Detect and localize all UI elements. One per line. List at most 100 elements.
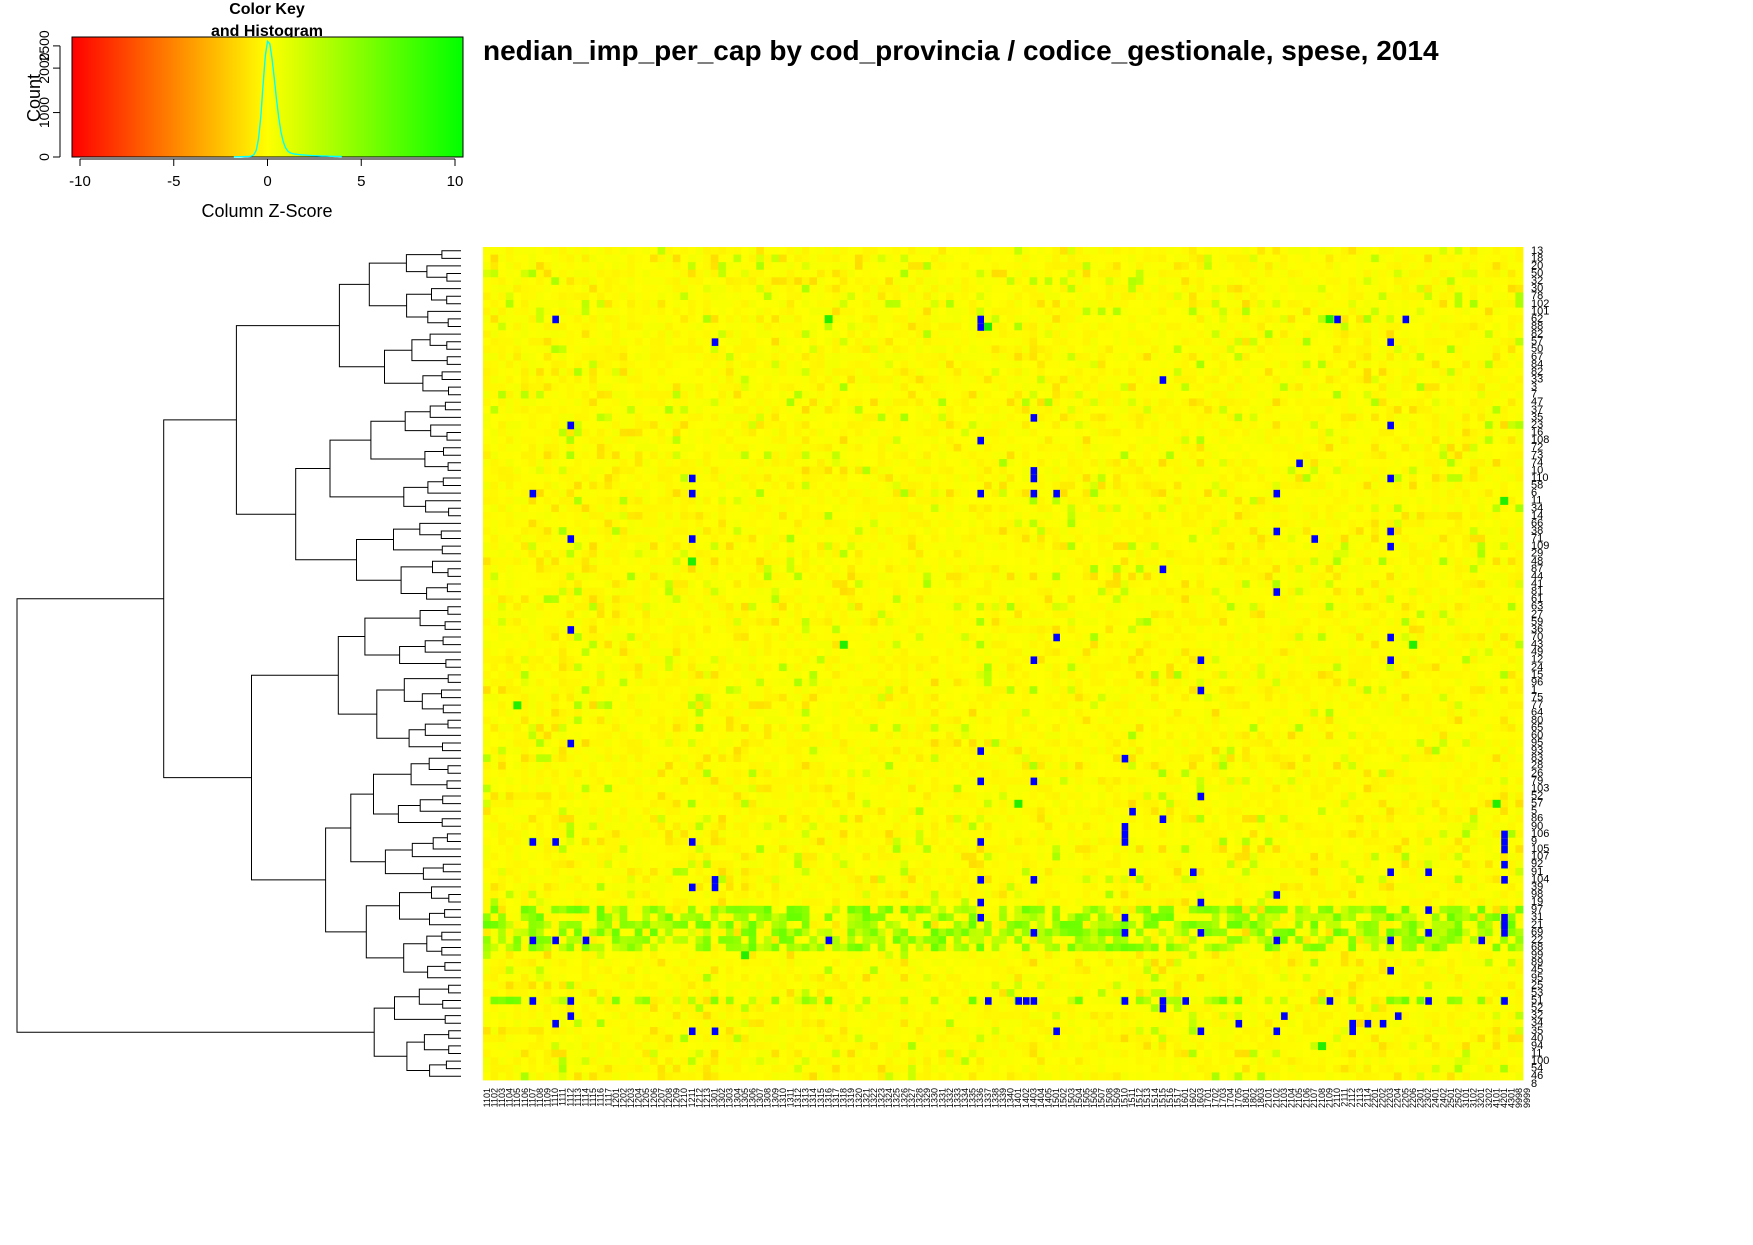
heatmap-cell (1402, 504, 1410, 512)
heatmap-cell (771, 383, 779, 391)
heatmap-cell (1280, 504, 1288, 512)
heatmap-cell (976, 482, 984, 490)
heatmap-cell (901, 467, 909, 475)
heatmap-cell (506, 308, 514, 316)
heatmap-cell (976, 474, 984, 482)
heatmap-cell (1030, 247, 1038, 255)
heatmap-cell (802, 315, 810, 323)
heatmap-cell (1105, 262, 1113, 270)
heatmap-cell (1068, 353, 1076, 361)
heatmap-cell (749, 345, 757, 353)
heatmap-cell (1485, 467, 1493, 475)
heatmap-cell (1477, 489, 1485, 497)
heatmap-cell (1272, 300, 1280, 308)
heatmap-cell (938, 262, 946, 270)
heatmap-cell (1075, 482, 1083, 490)
heatmap-cell (718, 436, 726, 444)
heatmap-cell (1007, 459, 1015, 467)
heatmap-cell (1379, 436, 1387, 444)
heatmap-cell (491, 315, 499, 323)
heatmap-cell (863, 308, 871, 316)
heatmap-cell (794, 504, 802, 512)
heatmap-cell (1136, 444, 1144, 452)
heatmap-cell (870, 292, 878, 300)
heatmap-cell (976, 421, 984, 429)
heatmap-cell (992, 459, 1000, 467)
heatmap-cell (893, 315, 901, 323)
heatmap-cell (1462, 391, 1470, 399)
heatmap-cell (1159, 338, 1167, 346)
heatmap-cell (908, 255, 916, 263)
heatmap-cell (650, 308, 658, 316)
heatmap-cell (491, 398, 499, 406)
heatmap-cell (1500, 300, 1508, 308)
heatmap-cell (1181, 277, 1189, 285)
heatmap-cell (1212, 421, 1220, 429)
heatmap-cell (840, 451, 848, 459)
heatmap-cell (1219, 436, 1227, 444)
heatmap-cell (551, 474, 559, 482)
heatmap-cell (954, 451, 962, 459)
heatmap-cell (771, 323, 779, 331)
heatmap-cell (1386, 451, 1394, 459)
heatmap-cell (855, 255, 863, 263)
heatmap-cell (1174, 444, 1182, 452)
heatmap-cell (916, 421, 924, 429)
heatmap-cell (878, 353, 886, 361)
heatmap-cell (1515, 330, 1523, 338)
heatmap-cell (1212, 368, 1220, 376)
heatmap-cell (1136, 512, 1144, 520)
heatmap-cell (688, 383, 696, 391)
heatmap-cell (1166, 262, 1174, 270)
heatmap-cell (1462, 345, 1470, 353)
heatmap-cell (1151, 512, 1159, 520)
heatmap-cell (1493, 474, 1501, 482)
heatmap-cell (665, 323, 673, 331)
heatmap-cell (1333, 247, 1341, 255)
heatmap-cell (1227, 262, 1235, 270)
heatmap-cell (847, 300, 855, 308)
heatmap-cell (1508, 330, 1516, 338)
heatmap-cell (961, 368, 969, 376)
heatmap-cell (627, 421, 635, 429)
heatmap-cell (1432, 300, 1440, 308)
heatmap-cell (1030, 353, 1038, 361)
heatmap-cell (1402, 436, 1410, 444)
heatmap-cell (1045, 262, 1053, 270)
heatmap-cell (901, 368, 909, 376)
heatmap-cell (999, 429, 1007, 437)
heatmap-cell (1333, 368, 1341, 376)
heatmap-cell (878, 474, 886, 482)
heatmap-cell (787, 376, 795, 384)
heatmap-cell (878, 391, 886, 399)
heatmap-cell (521, 353, 529, 361)
heatmap-cell (483, 391, 491, 399)
heatmap-cell (1470, 315, 1478, 323)
heatmap-cell (1257, 504, 1265, 512)
heatmap-cell (817, 489, 825, 497)
heatmap-cell (1121, 436, 1129, 444)
heatmap-cell (1440, 368, 1448, 376)
heatmap-cell (551, 255, 559, 263)
heatmap-cell (1371, 262, 1379, 270)
heatmap-cell (1500, 308, 1508, 316)
heatmap-cell (809, 497, 817, 505)
heatmap-cell (946, 292, 954, 300)
heatmap-cell (1250, 489, 1258, 497)
heatmap-cell (680, 262, 688, 270)
heatmap-cell (1265, 247, 1273, 255)
heatmap-cell (855, 414, 863, 422)
heatmap-cell (1462, 482, 1470, 490)
heatmap-cell (673, 421, 681, 429)
heatmap-cell (992, 308, 1000, 316)
heatmap-cell (885, 330, 893, 338)
heatmap-cell (1477, 376, 1485, 384)
heatmap-cell (1037, 277, 1045, 285)
heatmap-cell (544, 315, 552, 323)
heatmap-cell (802, 376, 810, 384)
heatmap-cell (1083, 467, 1091, 475)
heatmap-cell (567, 482, 575, 490)
heatmap-cell (1212, 489, 1220, 497)
heatmap-cell (976, 255, 984, 263)
heatmap-cell (1128, 383, 1136, 391)
